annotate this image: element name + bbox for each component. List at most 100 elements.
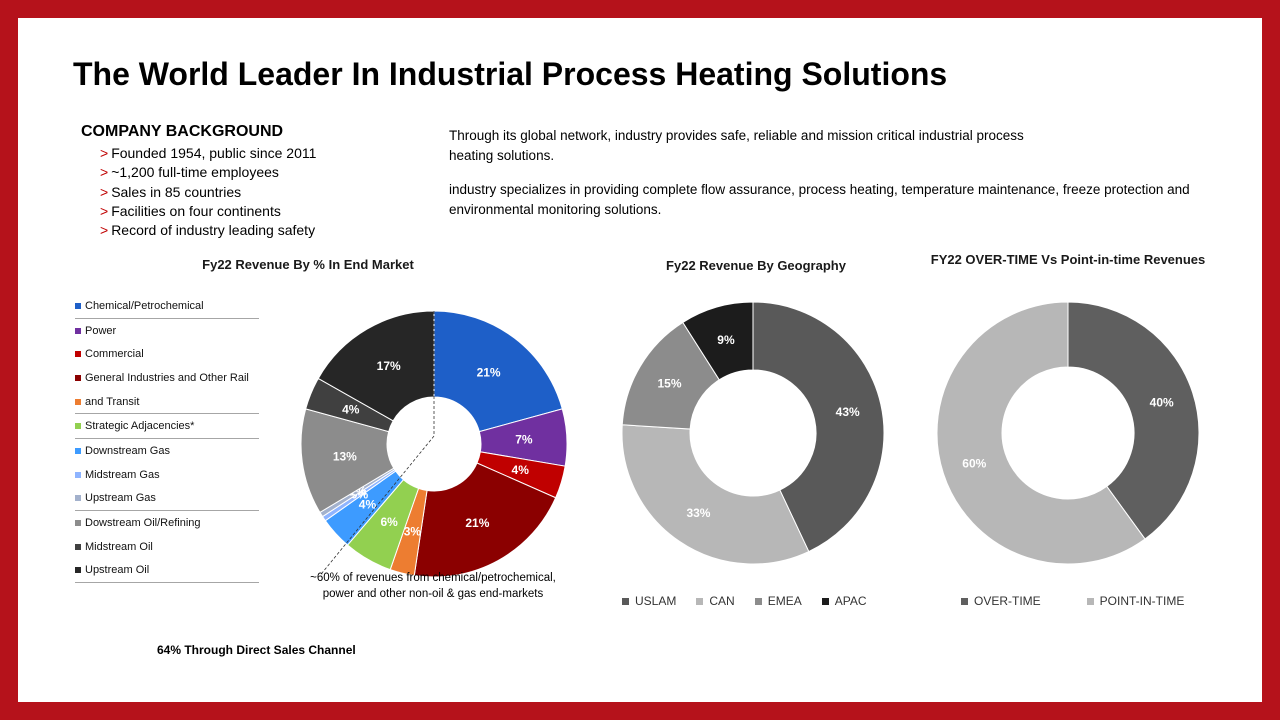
revenue-timing-chart-title: FY22 OVER-TIME Vs Point-in-time Revenues xyxy=(930,252,1206,267)
slice-label-dowstream-oil-refining: 13% xyxy=(333,449,357,463)
legend-swatch xyxy=(75,302,81,309)
background-item: > Sales in 85 countries xyxy=(100,183,242,200)
arrow-icon: > xyxy=(100,222,109,239)
legend-item-power: Power xyxy=(75,317,259,343)
arrow-icon: > xyxy=(100,183,109,200)
slice-can xyxy=(621,424,810,565)
legend-swatch xyxy=(75,520,81,527)
legend-swatch xyxy=(75,543,81,550)
legend-label: POINT-IN-TIME xyxy=(1099,594,1185,608)
company-background-heading: COMPANY BACKGROUND xyxy=(81,123,284,140)
arrow-icon: > xyxy=(100,202,109,219)
legend-label: CAN xyxy=(709,594,735,608)
description-paragraph-2: industry specializes in providing comple… xyxy=(449,182,1190,217)
slice-uslam xyxy=(752,301,885,553)
slice-label-strategic-adjacencies: 6% xyxy=(380,515,398,529)
slice-upstream-oil xyxy=(317,310,435,422)
slice-label-general-industries-and-other-rail-and-transit: 21% xyxy=(465,516,489,530)
legend-swatch xyxy=(75,471,81,478)
legend-label: Power xyxy=(85,324,117,337)
slice-label-chemical-petrochemical: 21% xyxy=(477,365,501,379)
legend-label: APAC xyxy=(834,594,867,608)
legend-item-emea: EMEA xyxy=(754,594,802,608)
legend-label: Upstream Gas xyxy=(85,492,156,505)
legend-swatch xyxy=(75,447,81,454)
legend-item-over-time: OVER-TIME xyxy=(961,594,1041,608)
legend-swatch xyxy=(961,597,968,605)
legend-label: OVER-TIME xyxy=(974,594,1041,608)
legend-label: General Industries and Other Rail xyxy=(85,371,249,384)
slice-apac xyxy=(682,301,754,381)
slice-chemical-petrochemical xyxy=(433,310,563,433)
legend-item-uslam: USLAM xyxy=(622,594,676,608)
slice-over-time xyxy=(1067,301,1200,540)
slice-label-emea: 15% xyxy=(657,377,681,391)
legend-item-general-industries-and-other-rail: General Industries and Other Rail xyxy=(75,366,259,390)
legend-swatch xyxy=(75,374,81,381)
legend-divider xyxy=(75,582,259,584)
background-item: > ~1,200 full-time employees xyxy=(100,164,279,181)
slice-dowstream-oil-refining xyxy=(300,408,395,514)
slice-label-uslam: 43% xyxy=(836,405,860,419)
legend-swatch xyxy=(75,423,81,430)
legend-item-upstream-oil: Upstream Oil xyxy=(75,559,259,583)
end-market-chart-title: Fy22 Revenue By % In End Market xyxy=(202,257,414,272)
revenue-timing-donut-chart: 40% 60% xyxy=(936,301,1200,565)
direct-sales-note: 64% Through Direct Sales Channel xyxy=(157,643,356,657)
geography-chart-title: Fy22 Revenue By Geography xyxy=(666,258,846,273)
arrow-icon: > xyxy=(100,145,109,161)
legend-item-upstream-gas: Upstream Gas xyxy=(75,487,259,511)
legend-swatch xyxy=(821,597,829,605)
legend-item-dowstream-oil-refining: Dowstream Oil/Refining xyxy=(75,510,259,535)
slice-label-upstream-oil: 17% xyxy=(377,359,401,373)
legend-label: Strategic Adjacencies* xyxy=(85,420,195,433)
legend-item-can: CAN xyxy=(696,594,735,608)
legend-item-and-transit: and Transit xyxy=(75,390,259,414)
slice-label-commercial: 4% xyxy=(512,463,530,477)
legend-item-commercial: Commercial xyxy=(75,342,259,366)
legend-label: Midstream Gas xyxy=(85,468,160,481)
description-paragraph-1: Through its global network, industry pro… xyxy=(449,128,1024,163)
slice-label-midstream-oil: 4% xyxy=(342,403,360,417)
legend-label: USLAM xyxy=(635,594,677,608)
background-item: > Record of industry leading safety xyxy=(100,222,316,239)
legend-item-chemical-petrochemical: Chemical/Petrochemical xyxy=(75,294,259,318)
legend-label: Dowstream Oil/Refining xyxy=(85,517,201,530)
slice-point-in-time xyxy=(936,301,1146,565)
slice-label-general-industries-and-other-rail-and-transit-and-transit: 3% xyxy=(404,524,422,538)
slice-general-industries-and-other-rail-and-transit xyxy=(413,462,557,578)
legend-label: Downstream Gas xyxy=(85,444,170,457)
geography-legend: USLAM CAN EMEA APAC xyxy=(622,594,887,608)
background-item: > Facilities on four continents xyxy=(100,202,281,219)
legend-swatch xyxy=(75,495,81,502)
legend-swatch xyxy=(75,327,81,334)
legend-label: Upstream Oil xyxy=(85,564,150,577)
arrow-icon: > xyxy=(100,164,109,181)
page-title: The World Leader In Industrial Process H… xyxy=(73,56,948,92)
end-market-donut-chart: 21%7%4%21%3%6%4%0%1%13%4%17% xyxy=(300,310,568,578)
revenue-timing-legend: OVER-TIME POINT-IN-TIME xyxy=(961,594,1230,608)
slice-label-over-time: 40% xyxy=(1150,396,1174,410)
legend-swatch xyxy=(1086,597,1094,605)
legend-swatch xyxy=(696,597,704,605)
legend-item-midstream-oil: Midstream Oil xyxy=(75,535,259,559)
slice-label-point-in-time: 60% xyxy=(962,456,986,470)
legend-swatch xyxy=(75,351,81,358)
slice-label-downstream-gas: 4% xyxy=(359,498,377,512)
legend-label: Chemical/Petrochemical xyxy=(85,299,204,312)
slice-label-can: 33% xyxy=(686,506,710,520)
legend-item-midstream-gas: Midstream Gas xyxy=(75,463,259,487)
end-market-legend: Chemical/Petrochemical Power Commercial Gen… xyxy=(75,294,259,584)
geography-donut-chart: 43% 33% 15% 9% xyxy=(621,301,885,565)
legend-swatch xyxy=(75,567,81,574)
legend-item-downstream-gas: Downstream Gas xyxy=(75,438,259,463)
slice-label-apac: 9% xyxy=(717,333,735,347)
legend-label: and Transit xyxy=(85,395,140,408)
legend-label: EMEA xyxy=(767,594,802,608)
legend-swatch xyxy=(622,597,629,605)
legend-swatch xyxy=(75,398,81,405)
legend-label: Midstream Oil xyxy=(85,540,153,553)
legend-item-strategic-adjacencies: Strategic Adjacencies* xyxy=(75,413,259,438)
legend-item-apac: APAC xyxy=(821,594,867,608)
dashed-divider-bottom xyxy=(321,435,435,574)
